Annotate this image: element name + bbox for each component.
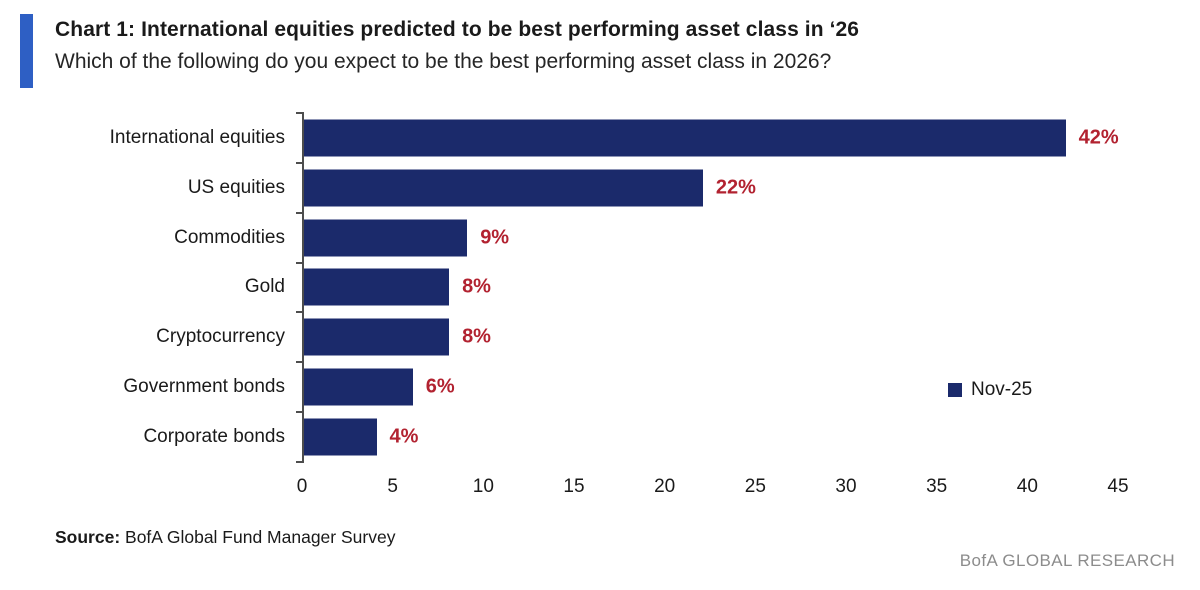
x-axis-tick-label: 15 [563, 476, 585, 497]
bar [304, 119, 1066, 157]
chart-subtitle: Which of the following do you expect to … [55, 50, 832, 73]
x-axis-tick-label: 10 [472, 476, 494, 497]
bar-row: 6% [304, 362, 1120, 412]
bar-row: 8% [304, 263, 1120, 313]
category-label: US equities [187, 176, 285, 198]
x-axis-tick-label: 30 [835, 476, 857, 497]
category-label: International equities [109, 126, 285, 148]
bar-row: 9% [304, 213, 1120, 263]
category-label: Corporate bonds [143, 426, 285, 448]
y-axis-tick-mark [296, 311, 304, 314]
bar-value-label: 9% [480, 226, 510, 249]
legend-swatch [948, 383, 962, 397]
plot-area: 42% 22% 9% 8% 8% 6% 4% [296, 112, 1120, 463]
title-block: Chart 1: International equities predicte… [55, 14, 859, 77]
y-axis-tick-mark [296, 261, 304, 264]
bar-value-label: 8% [462, 275, 491, 298]
plot-rows: 42% 22% 9% 8% 8% 6% 4% [304, 113, 1120, 462]
x-axis-tick-label: 40 [1016, 476, 1038, 497]
bar-value-label: 42% [1078, 126, 1119, 149]
x-axis-tick-label: 35 [926, 476, 948, 497]
y-axis-tick-mark [296, 112, 304, 114]
x-axis-tick-label: 5 [387, 476, 398, 497]
bar [304, 268, 450, 306]
source-label: Source: [55, 527, 121, 547]
chart-header: Chart 1: International equities predicte… [20, 14, 859, 88]
y-axis-tick-mark [296, 361, 304, 364]
bar-value-label: 6% [425, 375, 455, 398]
x-axis-tick-label: 25 [744, 476, 766, 497]
x-axis-tick-label: 0 [296, 476, 308, 497]
bar-value-label: 4% [389, 425, 419, 448]
category-label: Government bonds [123, 376, 285, 398]
bar-row: 22% [304, 163, 1120, 213]
legend: Nov-25 [948, 379, 1032, 401]
chart-title: Chart 1: International equities predicte… [55, 18, 860, 41]
title-accent-bar [20, 14, 33, 88]
y-axis-tick-mark [296, 161, 304, 164]
bar-value-label: 8% [462, 325, 491, 348]
category-label: Cryptocurrency [156, 326, 285, 348]
category-labels: International equities US equities Commodi… [0, 113, 285, 462]
x-axis-tick-label: 20 [654, 476, 676, 497]
bar-row: 42% [304, 113, 1120, 163]
bar [304, 169, 703, 207]
bar [304, 219, 468, 257]
category-label: Commodities [174, 226, 285, 248]
bar-row: 8% [304, 312, 1120, 362]
bar [304, 418, 377, 456]
source-text: BofA Global Fund Manager Survey [120, 527, 396, 547]
source-line: Source: BofA Global Fund Manager Survey [55, 527, 395, 548]
y-axis-tick-mark [296, 211, 304, 214]
x-axis-tick-label: 45 [1107, 476, 1129, 497]
bar-row: 4% [304, 412, 1120, 462]
bar [304, 368, 413, 406]
legend-label: Nov-25 [971, 379, 1033, 400]
y-axis-tick-mark [296, 461, 304, 463]
bar [304, 318, 450, 356]
category-label: Gold [244, 276, 285, 298]
bar-value-label: 22% [715, 176, 756, 199]
x-axis-ticks: 0 5 10 15 20 25 30 35 40 45 [297, 462, 1129, 504]
brand-mark: BofA GLOBAL RESEARCH [959, 551, 1175, 570]
y-axis-tick-mark [296, 411, 304, 414]
